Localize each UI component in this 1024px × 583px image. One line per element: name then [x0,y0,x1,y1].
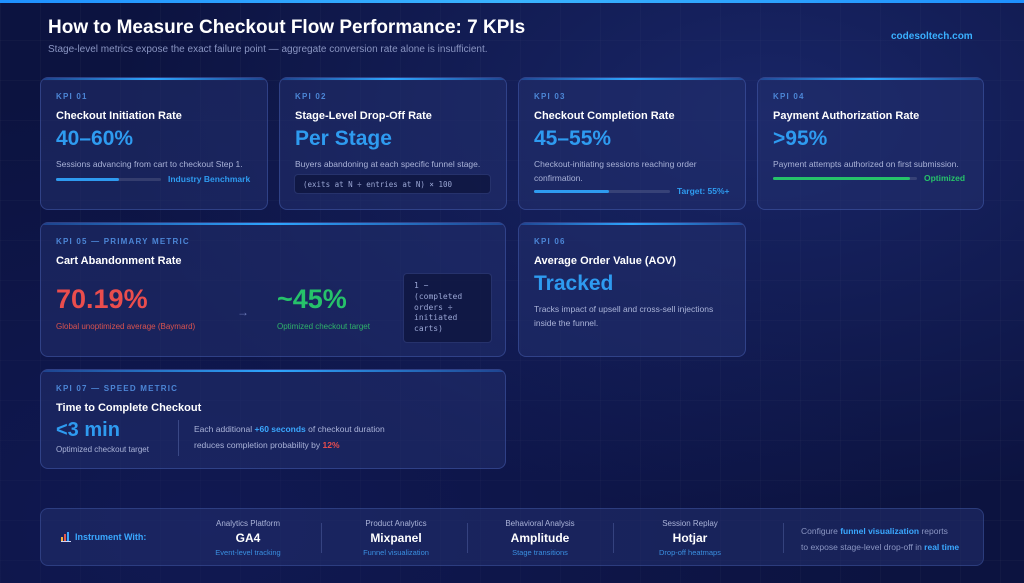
note-text: Configure [801,526,841,536]
tool-amplitude: Behavioral Analysis Amplitude Stage tran… [485,519,595,557]
current-abandonment-value: 70.19% [56,284,148,314]
current-abandonment-caption: Global unoptimized average (Baymard) [56,322,196,331]
bar-label: Industry Benchmark [168,174,251,184]
progress-fill [534,189,609,193]
speed-note: Each additional +60 seconds of checkout … [194,421,385,453]
tool-subtitle: Funnel visualization [363,548,429,557]
tool-name: Hotjar [672,531,708,545]
optimized-bar: Optimized [773,173,965,183]
divider [613,523,614,553]
tool-category: Analytics Platform [215,519,281,528]
kpi-title: Checkout Completion Rate [534,110,675,122]
note-text: Each additional [194,424,255,434]
note-highlight: +60 seconds [254,424,306,434]
tool-subtitle: Drop-off heatmaps [659,548,721,557]
note-highlight: 12% [322,440,340,451]
note-highlight: real time [924,542,960,553]
kpi-description: Checkout-initiating sessions reaching or… [534,159,697,183]
kpi-description: Payment attempts authorized on first sub… [773,159,959,169]
kpi-card-average-order-value: KPI 06 Average Order Value (AOV) Tracked… [518,222,746,357]
tool-subtitle: Stage transitions [512,548,568,557]
kpi-tag: KPI 03 [534,92,566,101]
kpi-tag: KPI 01 [56,92,88,101]
note-text: to expose stage-level drop-off in [801,542,925,553]
divider [783,523,784,553]
progress-fill [56,177,119,181]
bar-chart-icon [61,532,71,542]
kpi-card-checkout-completion: KPI 03 Checkout Completion Rate 45–55% C… [518,77,746,210]
bar-label: Target: 55%+ [677,186,730,196]
kpi-title: Cart Abandonment Rate [56,255,182,267]
formula-box: 1 − (completed orders ÷ initiated carts) [403,273,492,343]
benchmark-bar: Industry Benchmark [56,174,250,184]
note-highlight: funnel visualization [840,526,920,536]
kpi-tag: KPI 07 — SPEED METRIC [56,384,179,393]
kpi-tag: KPI 05 — PRIMARY METRIC [56,237,190,246]
kpi-value: >95% [773,127,828,150]
tool-mixpanel: Product Analytics Mixpanel Funnel visual… [341,519,451,557]
kpi-value: 40–60% [56,127,134,150]
kpi-tag: KPI 06 [534,237,566,246]
kpi-card-payment-authorization: KPI 04 Payment Authorization Rate >95% P… [757,77,984,210]
target-abandonment-value: ~45% [277,284,347,314]
tool-category: Session Replay [662,519,718,528]
kpi-value: 45–55% [534,127,612,150]
kpi-description: Buyers abandoning at each specific funne… [295,159,481,169]
formula-box: (exits at N ÷ entries at N) × 100 [294,174,491,194]
tool-hotjar: Session Replay Hotjar Drop-off heatmaps [635,519,745,557]
note-text: reduces completion probability by [194,440,323,451]
tool-subtitle: Event-level tracking [215,548,281,557]
speed-caption: Optimized checkout target [56,445,149,454]
kpi-title: Payment Authorization Rate [773,110,920,122]
kpi-value: Per Stage [295,127,392,150]
tool-ga4: Analytics Platform GA4 Event-level track… [193,519,303,557]
top-accent-bar [0,0,1024,3]
tool-name: GA4 [235,531,261,545]
tool-name: Mixpanel [370,531,422,545]
page-title: How to Measure Checkout Flow Performance… [48,17,526,38]
instrument-note: Configure funnel visualization reports t… [801,523,959,555]
arrow-right-icon: → [237,305,249,319]
note-text: reports [919,526,948,536]
kpi-title: Time to Complete Checkout [56,402,202,414]
bar-label: Optimized [924,173,966,183]
kpi-card-cart-abandonment: KPI 05 — PRIMARY METRIC Cart Abandonment… [40,222,506,357]
instrument-bar: Instrument With: Analytics Platform GA4 … [40,508,984,566]
tool-name: Amplitude [510,531,570,545]
kpi-value: Tracked [534,272,614,295]
progress-track [773,176,917,180]
instrument-label-text: Instrument With: [75,532,147,542]
divider [321,523,322,553]
speed-value: <3 min [56,419,120,441]
tool-category: Product Analytics [365,519,427,528]
kpi-tag: KPI 04 [773,92,805,101]
progress-track [56,177,161,181]
instrument-label: Instrument With: [61,532,146,542]
divider [178,420,179,456]
progress-fill [773,176,910,180]
tool-category: Behavioral Analysis [505,519,575,528]
kpi-title: Checkout Initiation Rate [56,110,182,122]
brand-link[interactable]: codesoltech.com [891,31,973,42]
kpi-card-checkout-initiation: KPI 01 Checkout Initiation Rate 40–60% S… [40,77,268,210]
divider [467,523,468,553]
target-bar: Target: 55%+ [534,186,730,196]
page-subtitle: Stage-level metrics expose the exact fai… [48,44,488,55]
note-text: of checkout duration [305,424,385,434]
target-abandonment-caption: Optimized checkout target [277,322,370,331]
kpi-title: Stage-Level Drop-Off Rate [295,110,432,122]
kpi-tag: KPI 02 [295,92,327,101]
kpi-card-stage-dropoff: KPI 02 Stage-Level Drop-Off Rate Per Sta… [279,77,507,210]
kpi-description: Sessions advancing from cart to checkout… [56,159,243,169]
progress-track [534,189,670,193]
kpi-card-time-to-complete: KPI 07 — SPEED METRIC Time to Complete C… [40,369,506,469]
kpi-title: Average Order Value (AOV) [534,255,677,267]
kpi-description: Tracks impact of upsell and cross-sell i… [534,304,714,328]
